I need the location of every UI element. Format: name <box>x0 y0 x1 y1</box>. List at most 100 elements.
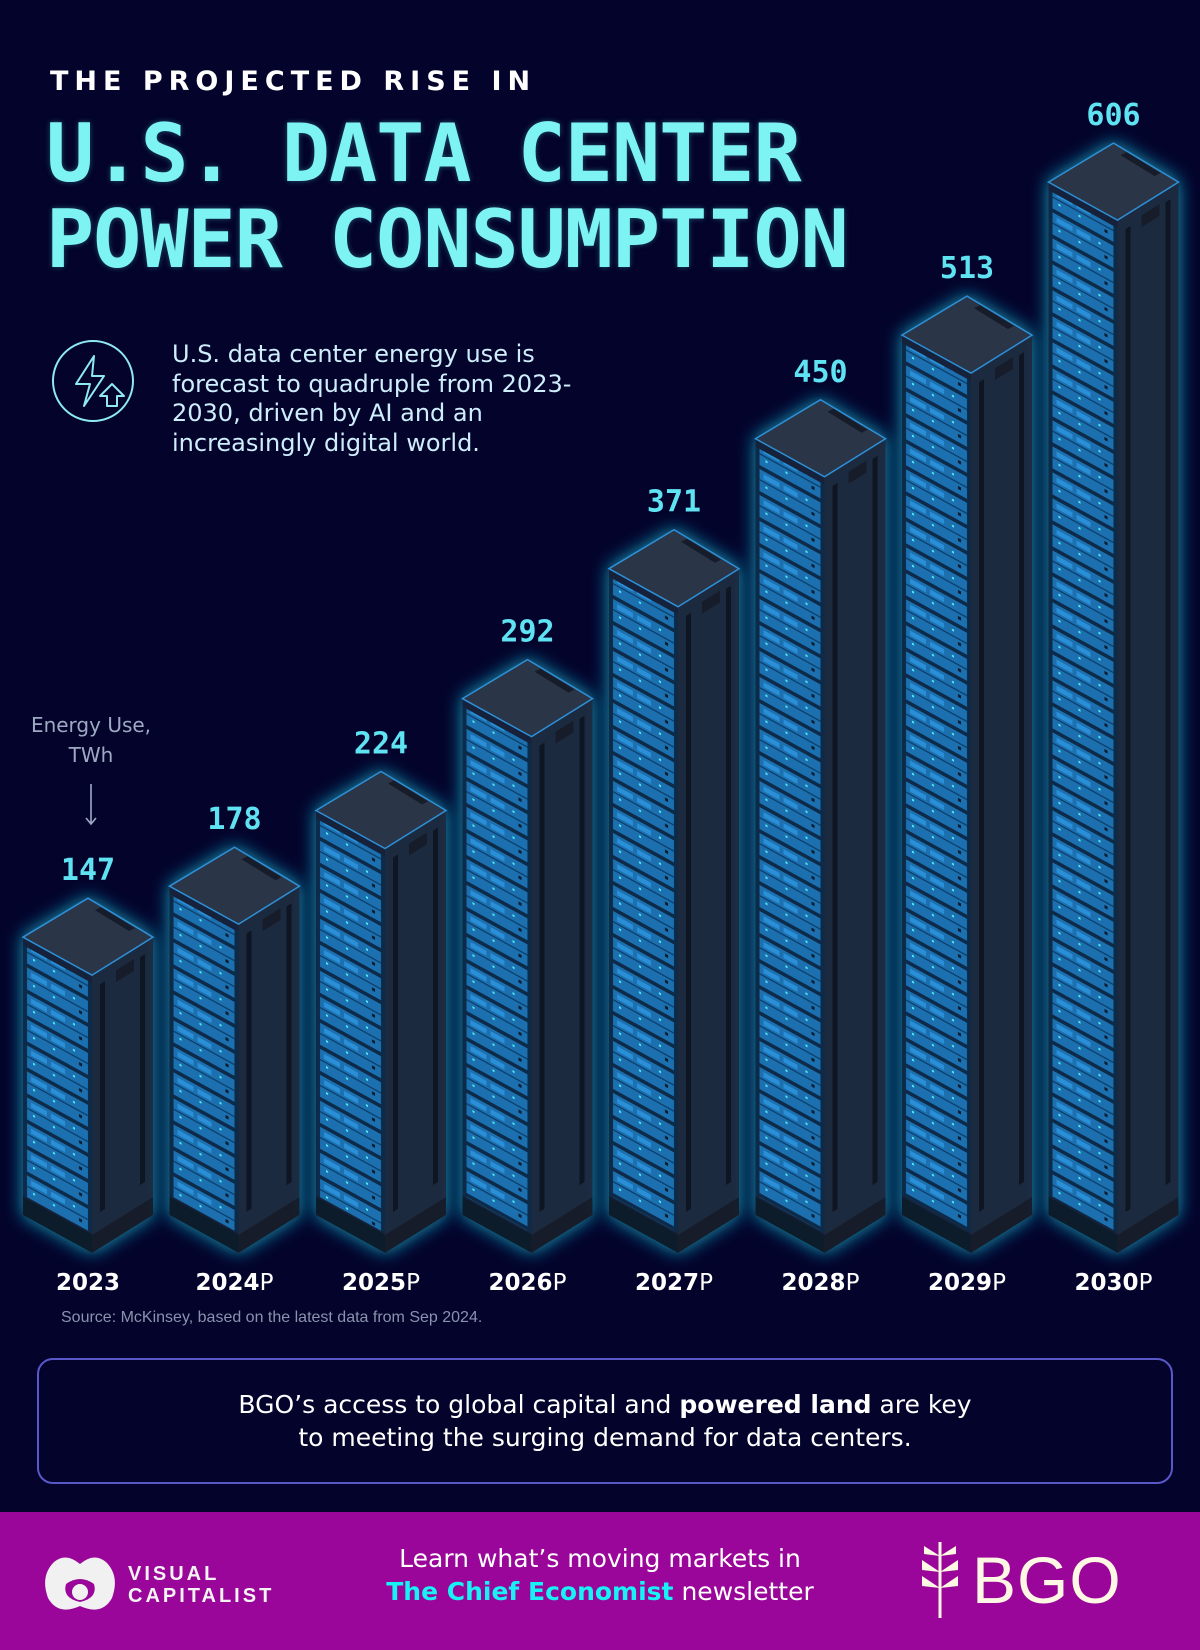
top-vent <box>95 907 135 932</box>
top-vent <box>827 408 868 433</box>
rack-side-face <box>92 937 153 1253</box>
server-rack-bar <box>314 770 448 1254</box>
data-label: 606 <box>1086 98 1140 133</box>
rack-top-face <box>900 295 1034 374</box>
cta-line-2-rest: newsletter <box>673 1577 814 1606</box>
rack-side-face <box>824 438 886 1253</box>
rack-base-front <box>169 1197 239 1253</box>
rack-side-face <box>1117 182 1179 1253</box>
side-vent <box>995 356 1013 381</box>
server-units <box>462 706 532 1233</box>
data-label: 371 <box>647 485 701 520</box>
rack-front-face <box>23 937 92 1253</box>
rack-side-face <box>385 810 446 1254</box>
callout-line-2: to meeting the surging demand for data c… <box>298 1423 912 1452</box>
rack-base-side <box>385 1197 446 1254</box>
data-label: 450 <box>793 355 847 390</box>
rack-base-front <box>23 1197 92 1253</box>
top-vent <box>681 538 721 563</box>
side-slot <box>1165 199 1171 1186</box>
rack-base-side <box>678 1197 739 1253</box>
rack-side-face <box>678 568 739 1253</box>
rack-top-face <box>753 398 887 478</box>
side-slot <box>872 455 878 1186</box>
rack-front-face <box>902 335 971 1253</box>
side-vent <box>262 908 281 932</box>
rack-base-side <box>238 1197 300 1253</box>
side-slot <box>979 379 984 1213</box>
rack-top-face <box>1046 142 1180 221</box>
side-slot <box>433 827 438 1186</box>
rack-top-face <box>167 846 301 926</box>
callout-text-after: are key <box>871 1390 972 1419</box>
rack-base-side <box>1117 1197 1179 1253</box>
top-vent <box>1120 152 1161 177</box>
server-rack-bar <box>1046 142 1180 1253</box>
visual-capitalist-wordmark: VISUAL CAPITALIST <box>128 1563 275 1607</box>
rack-front-face <box>169 886 239 1253</box>
rack-front-face <box>755 438 825 1253</box>
rack-top-face <box>460 658 594 738</box>
side-slot <box>286 903 292 1186</box>
server-units <box>609 576 678 1233</box>
arrow-down-icon <box>85 784 97 826</box>
data-label: 224 <box>354 727 408 762</box>
rack-side-face <box>531 698 593 1253</box>
main-title-line-1: U.S. DATA CENTER <box>46 107 802 200</box>
rack-base-front <box>1048 1197 1118 1253</box>
visual-capitalist-logo[interactable]: VISUAL CAPITALIST <box>40 1554 274 1616</box>
top-vent <box>534 668 575 693</box>
bgo-leaf-icon <box>922 1542 958 1618</box>
callout-text-before: BGO’s access to global capital and <box>238 1390 680 1419</box>
server-units <box>169 894 239 1233</box>
rack-front-face <box>1048 182 1118 1253</box>
rack-chart: 147 2023 178 2024P 224 2025P 292 2026P 371 2027P 4… <box>21 98 1180 1296</box>
server-rack-bar <box>900 295 1034 1253</box>
side-vent <box>409 832 427 856</box>
server-rack-bar <box>167 846 301 1253</box>
rack-base-front <box>462 1196 532 1253</box>
side-vent <box>848 460 867 484</box>
side-slot <box>726 585 731 1186</box>
cta-line-1: Learn what’s moving markets in <box>399 1544 801 1573</box>
side-slot <box>1125 226 1131 1213</box>
visual-capitalist-mark-icon <box>45 1557 115 1610</box>
callout-box: BGO’s access to global capital and power… <box>37 1358 1173 1484</box>
side-vent <box>116 959 134 983</box>
side-slot <box>686 612 691 1213</box>
year-tick-label: 2030P <box>1075 1270 1153 1296</box>
description-text: U.S. data center energy use is forecast … <box>172 340 572 457</box>
rack-base-front <box>902 1197 971 1253</box>
server-units <box>23 945 92 1233</box>
year-tick-label: 2023 <box>56 1270 120 1296</box>
kicker-title: THE PROJECTED RISE IN <box>50 66 537 97</box>
side-slot <box>246 930 252 1213</box>
callout-bold: powered land <box>679 1390 872 1419</box>
year-tick-label: 2024P <box>196 1270 274 1296</box>
side-slot <box>832 482 838 1213</box>
rack-side-face <box>971 335 1032 1253</box>
data-label: 147 <box>61 853 115 888</box>
rack-top-face <box>21 897 155 977</box>
server-units <box>902 343 971 1233</box>
newsletter-name-link[interactable]: The Chief Economist <box>386 1577 674 1606</box>
year-tick-label: 2025P <box>342 1270 420 1296</box>
year-tick-label: 2027P <box>635 1270 713 1296</box>
server-units <box>316 818 385 1233</box>
top-vent <box>974 305 1014 330</box>
side-slot <box>1019 352 1024 1186</box>
rack-top-face <box>607 528 741 608</box>
rack-base-front <box>609 1197 678 1253</box>
rack-base-front <box>755 1197 825 1253</box>
rack-base-side <box>971 1197 1032 1253</box>
server-units <box>755 446 825 1233</box>
rack-front-face <box>316 810 385 1253</box>
top-vent <box>388 780 428 805</box>
bgo-logo[interactable]: BGO <box>918 1542 1122 1618</box>
rack-front-face <box>462 698 532 1253</box>
rack-base-side <box>531 1197 593 1253</box>
bgo-wordmark: BGO <box>972 1543 1122 1617</box>
year-tick-label: 2026P <box>489 1270 567 1296</box>
newsletter-cta[interactable]: Learn what’s moving markets in The Chief… <box>300 1542 900 1608</box>
data-label: 178 <box>207 802 261 837</box>
